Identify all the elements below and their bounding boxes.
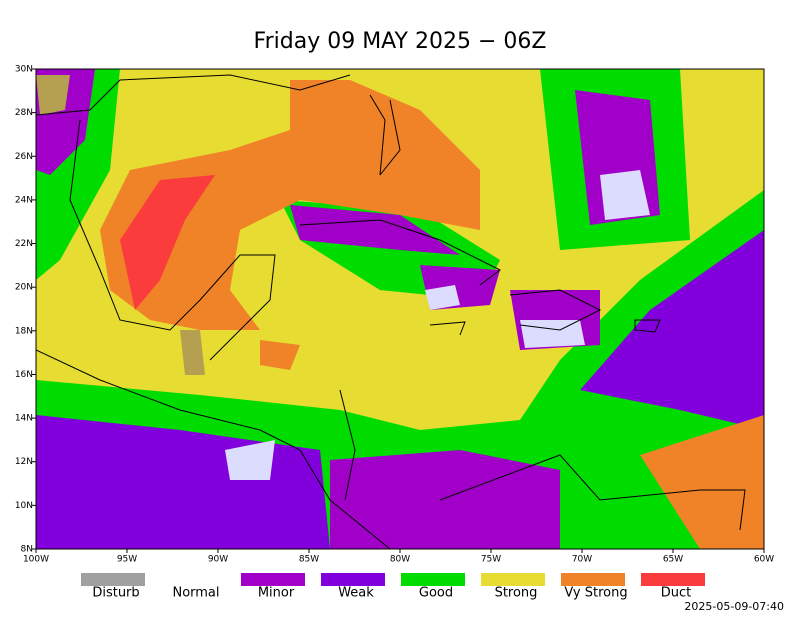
legend-swatch — [81, 573, 145, 586]
x-tick-label: 80W — [390, 555, 410, 565]
legend-label: Normal — [172, 586, 219, 601]
y-tick-label: 30N — [15, 65, 33, 75]
x-tick-label: 60W — [754, 555, 774, 565]
legend-label: Weak — [338, 586, 374, 601]
propagation-field — [36, 69, 764, 549]
y-tick-label: 24N — [15, 195, 33, 205]
x-tick-label: 70W — [572, 555, 592, 565]
y-tick-label: 20N — [15, 283, 33, 293]
y-tick-label: 22N — [15, 239, 33, 249]
y-tick-label: 16N — [15, 370, 33, 380]
y-tick-label: 8N — [21, 545, 33, 555]
x-tick-label: 100W — [23, 555, 49, 565]
legend-swatch — [561, 573, 625, 586]
title: Friday 09 MAY 2025 − 06Z — [254, 29, 547, 54]
x-tick-label: 90W — [208, 555, 228, 565]
legend-swatch — [481, 573, 545, 586]
timestamp: 2025-05-09-07:40 — [684, 600, 784, 613]
axis-ticks: 100W 95W 90W 85W 80W 75W 70W 65W 60W 8N 10N 12N 14N 1… — [15, 65, 774, 565]
legend-label: Good — [419, 586, 453, 601]
y-tick-label: 28N — [15, 108, 33, 118]
x-tick-label: 95W — [117, 555, 137, 565]
legend: Disturb Normal Minor Weak Good Strong Vy Stron… — [81, 573, 705, 601]
y-tick-label: 18N — [15, 326, 33, 336]
x-tick-label: 85W — [299, 555, 319, 565]
legend-swatch — [161, 573, 225, 586]
x-tick-label: 65W — [663, 555, 683, 565]
legend-label: Strong — [495, 586, 538, 601]
y-tick-label: 14N — [15, 414, 33, 424]
legend-label: Disturb — [92, 586, 139, 601]
legend-swatch — [321, 573, 385, 586]
legend-swatch — [641, 573, 705, 586]
y-tick-label: 26N — [15, 152, 33, 162]
y-tick-label: 10N — [15, 501, 33, 511]
legend-label: Minor — [258, 586, 295, 601]
legend-label: Vy Strong — [564, 586, 627, 601]
legend-swatch — [401, 573, 465, 586]
y-tick-label: 12N — [15, 457, 33, 467]
legend-swatch — [241, 573, 305, 586]
legend-label: Duct — [661, 586, 692, 601]
x-tick-label: 75W — [481, 555, 501, 565]
